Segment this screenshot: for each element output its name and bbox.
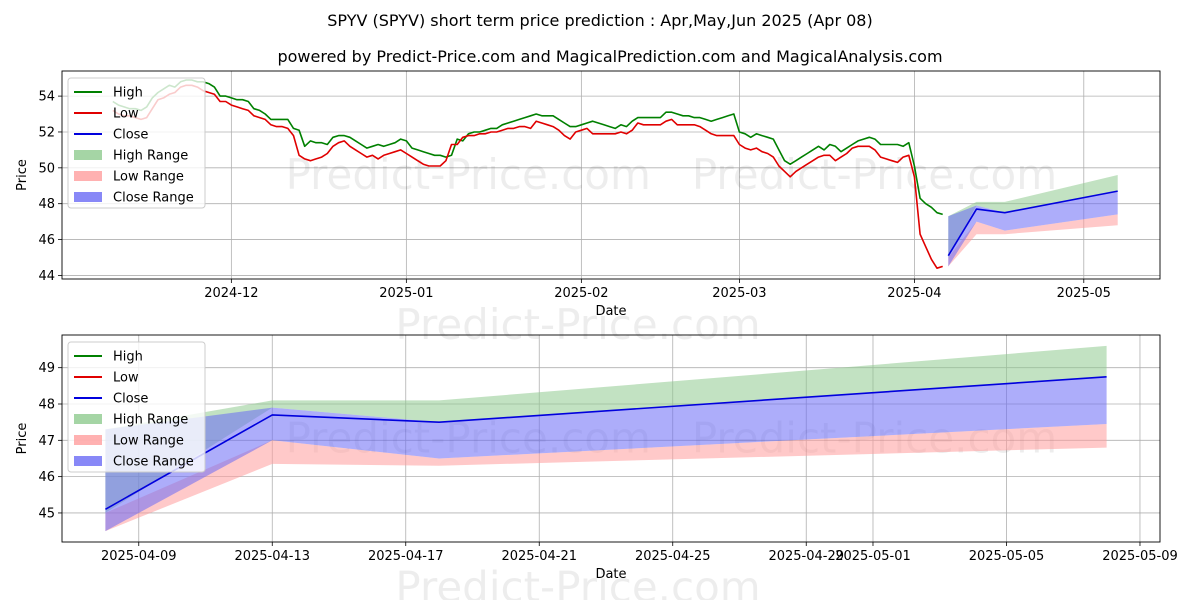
legend: High Low Close High Range Low Range Close Ran… <box>67 341 206 473</box>
axes-frame <box>61 70 1161 280</box>
legend-patch-swatch <box>74 150 102 160</box>
close-range-band <box>948 191 1118 267</box>
legend-label: Close <box>113 392 148 407</box>
y-tick-label: 45 <box>38 506 55 521</box>
y-tick-label: 52 <box>38 125 55 140</box>
legend-label: Low <box>113 107 139 122</box>
x-tick-label: 2025-04-09 <box>101 549 177 564</box>
y-tick-label: 50 <box>38 161 55 176</box>
prediction-panel: 2025-04-09 2025-04-13 2025-04-17 2025-04-21… <box>15 334 1178 600</box>
y-tick-label: 47 <box>38 434 55 449</box>
legend-label: High Range <box>113 149 188 164</box>
watermark-text: Predict-Price.com <box>286 150 651 199</box>
legend-box <box>67 341 206 473</box>
x-tick-label: 2025-04 <box>887 286 941 301</box>
legend-box <box>67 77 206 209</box>
x-tick-label: 2024-12 <box>204 286 258 301</box>
legend-patch-swatch <box>74 171 102 181</box>
watermark-text: Predict-Price.com <box>692 150 1057 199</box>
x-tick-label: 2025-02 <box>554 286 608 301</box>
legend-patch-swatch <box>74 435 102 445</box>
y-tick-label: 48 <box>38 398 55 413</box>
y-axis-label: Price <box>15 423 30 455</box>
legend-label: High <box>113 86 143 101</box>
x-tick-label: 2025-01 <box>379 286 433 301</box>
y-tick-label: 48 <box>38 197 55 212</box>
low-range-band <box>105 424 1107 532</box>
y-tick-label: 44 <box>38 269 55 284</box>
x-axis-label: Date <box>595 567 626 582</box>
x-tick-label: 2025-05-09 <box>1102 549 1178 564</box>
x-tick-label: 2025-04-21 <box>501 549 577 564</box>
y-tick-label: 46 <box>38 233 55 248</box>
plot-area <box>105 345 1107 532</box>
x-axis-label: Date <box>595 304 626 319</box>
high-range-band <box>105 345 1107 513</box>
x-tick-label: 2025-04-25 <box>635 549 711 564</box>
legend-label: Close Range <box>113 191 194 206</box>
y-tick-label: 54 <box>38 90 55 105</box>
legend-label: High Range <box>113 413 188 428</box>
legend-label: Close Range <box>113 455 194 470</box>
chart-subtitle: powered by Predict-Price.com and Magical… <box>277 47 942 66</box>
legend-label: Low Range <box>113 170 184 185</box>
y-tick-label: 49 <box>38 361 55 376</box>
x-tick-label: 2025-05 <box>1057 286 1111 301</box>
low-range-band <box>948 214 1118 267</box>
history-panel: 2024-12 2025-01 2025-02 2025-03 2025-04 2025-… <box>15 70 1161 349</box>
low-series-line <box>112 84 943 269</box>
legend-label: Low <box>113 371 139 386</box>
legend-patch-swatch <box>74 414 102 424</box>
x-tick-label: 2025-04-17 <box>368 549 444 564</box>
y-axis-label: Price <box>15 159 30 191</box>
legend-label: High <box>113 350 143 365</box>
x-tick-label: 2025-04-29 <box>768 549 844 564</box>
axes-frame <box>61 334 1161 543</box>
close-range-band <box>105 376 1107 532</box>
legend-patch-swatch <box>74 192 102 202</box>
y-tick-label: 46 <box>38 470 55 485</box>
high-series-line <box>112 79 943 216</box>
close-prediction-line <box>947 190 1118 257</box>
legend-label: Close <box>113 128 148 143</box>
chart-title: SPYV (SPYV) short term price prediction … <box>327 11 872 30</box>
watermark-text: Predict-Price.com <box>395 300 760 349</box>
legend: High Low Close High Range Low Range Close Ran… <box>67 77 206 209</box>
legend-patch-swatch <box>74 456 102 466</box>
x-tick-label: 2025-05-05 <box>969 549 1045 564</box>
x-tick-label: 2025-03 <box>712 286 766 301</box>
legend-label: Low Range <box>113 434 184 449</box>
plot-area <box>112 79 1118 269</box>
high-range-band <box>948 175 1118 258</box>
watermark-text: Predict-Price.com <box>395 563 760 600</box>
x-tick-label: 2025-04-13 <box>234 549 310 564</box>
x-tick-label: 2025-05-01 <box>835 549 911 564</box>
